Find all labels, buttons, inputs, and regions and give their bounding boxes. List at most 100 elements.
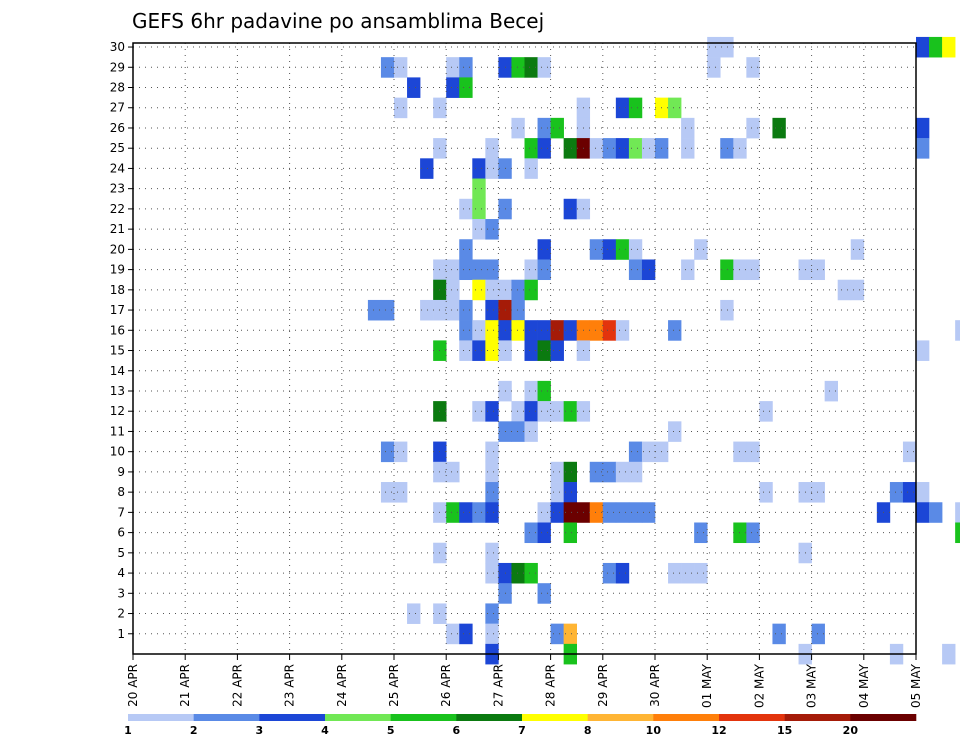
x-tick-label: 04 MAY bbox=[857, 663, 871, 708]
heatmap-cell bbox=[550, 340, 564, 361]
heatmap-cell bbox=[563, 138, 577, 159]
heatmap-cell bbox=[811, 259, 825, 281]
heatmap-cell bbox=[485, 461, 499, 483]
heatmap-cell bbox=[485, 542, 499, 564]
heatmap-cell bbox=[446, 502, 460, 523]
heatmap-cell bbox=[668, 320, 682, 341]
heatmap-cell bbox=[472, 219, 486, 240]
heatmap-cell bbox=[380, 57, 395, 78]
heatmap-cell bbox=[916, 138, 930, 159]
y-tick-label: 7 bbox=[117, 505, 125, 519]
heatmap-cell bbox=[746, 259, 760, 281]
heatmap-cell bbox=[485, 138, 499, 159]
heatmap-cell bbox=[446, 461, 460, 483]
heatmap-cell bbox=[459, 77, 473, 98]
heatmap-cell bbox=[485, 299, 499, 321]
heatmap-cell bbox=[615, 461, 630, 483]
heatmap-cell bbox=[394, 482, 408, 503]
heatmap-cell bbox=[628, 461, 643, 483]
heatmap-cell bbox=[824, 380, 838, 402]
plot-frame bbox=[132, 42, 917, 655]
y-tick-label: 20 bbox=[110, 242, 125, 256]
y-tick-label: 30 bbox=[110, 40, 125, 54]
heatmap-cell bbox=[459, 340, 473, 361]
legend-swatch bbox=[390, 714, 457, 721]
heatmap-cell bbox=[511, 57, 525, 78]
heatmap-cell bbox=[367, 299, 382, 321]
heatmap-cell bbox=[955, 320, 960, 341]
heatmap-cell bbox=[537, 380, 551, 402]
heatmap-cell bbox=[563, 198, 577, 220]
heatmap-cell bbox=[615, 138, 630, 159]
heatmap-cell bbox=[485, 603, 499, 624]
y-tick-label: 4 bbox=[117, 566, 125, 580]
heatmap-cell bbox=[537, 117, 551, 139]
y-tick-label: 12 bbox=[110, 404, 125, 418]
x-tick-label: 22 APR bbox=[230, 664, 244, 707]
x-tick-label: 25 APR bbox=[387, 664, 401, 707]
x-tick-label: 01 MAY bbox=[700, 663, 714, 708]
heatmap-cell bbox=[589, 138, 604, 159]
y-tick-label: 22 bbox=[110, 202, 125, 216]
y-tick-label: 1 bbox=[117, 627, 125, 641]
heatmap-cell bbox=[394, 97, 408, 119]
heatmap-cell bbox=[694, 522, 708, 544]
legend-label: 2 bbox=[190, 724, 198, 737]
heatmap-cell bbox=[902, 441, 917, 463]
heatmap-cell bbox=[694, 562, 708, 584]
heatmap-cell bbox=[929, 502, 943, 523]
legend-label: 3 bbox=[256, 724, 264, 737]
heatmap-cell bbox=[707, 57, 721, 78]
y-axis: 1234567891011121314151617181920212223242… bbox=[110, 40, 133, 641]
y-tick-label: 23 bbox=[110, 182, 125, 196]
heatmap-cell bbox=[759, 482, 773, 503]
heatmap-cell bbox=[628, 441, 643, 463]
heatmap-cell bbox=[889, 482, 904, 503]
heatmap-cell bbox=[641, 502, 656, 523]
heatmap-cell bbox=[707, 36, 721, 58]
legend-swatch bbox=[850, 714, 917, 721]
y-tick-label: 25 bbox=[110, 141, 125, 155]
heatmap-cell bbox=[602, 562, 617, 584]
heatmap-cell bbox=[681, 259, 695, 281]
heatmap-cell bbox=[420, 158, 434, 179]
heatmap-cell bbox=[916, 36, 930, 58]
y-tick-label: 10 bbox=[110, 445, 125, 459]
heatmap-cell bbox=[772, 117, 786, 139]
heatmap-cell bbox=[485, 401, 499, 422]
heatmap-cell bbox=[524, 340, 538, 361]
y-tick-label: 11 bbox=[110, 424, 125, 438]
heatmap-cell bbox=[615, 320, 630, 341]
heatmap-cell bbox=[563, 320, 577, 341]
heatmap-cell bbox=[472, 198, 486, 220]
y-tick-label: 17 bbox=[110, 303, 125, 317]
heatmap-cell bbox=[524, 138, 538, 159]
heatmap-cell bbox=[459, 623, 473, 645]
heatmap-cell bbox=[641, 441, 656, 463]
heatmap-cell bbox=[720, 36, 734, 58]
heatmap-cell bbox=[916, 502, 930, 523]
heatmap-cell bbox=[602, 138, 617, 159]
heatmap-cell bbox=[459, 299, 473, 321]
heatmap-cell bbox=[485, 562, 499, 584]
heatmap-cell bbox=[485, 259, 499, 281]
x-tick-label: 27 APR bbox=[491, 664, 505, 707]
heatmap-cell bbox=[628, 97, 643, 119]
heatmap-cell bbox=[537, 502, 551, 523]
color-legend: 1 2 3 4 5 6 7 8 10 12 15 20 bbox=[124, 714, 917, 737]
heatmap-cell bbox=[641, 259, 656, 281]
heatmap-cell bbox=[563, 401, 577, 422]
y-tick-label: 15 bbox=[110, 344, 125, 358]
heatmap-cell bbox=[511, 279, 525, 301]
heatmap-cell bbox=[942, 36, 956, 58]
heatmap-cell bbox=[537, 239, 551, 260]
legend-swatch bbox=[325, 714, 391, 721]
legend-swatch bbox=[193, 714, 260, 721]
y-tick-label: 27 bbox=[110, 101, 125, 115]
heatmap-cell bbox=[746, 117, 760, 139]
heatmap-cell bbox=[511, 299, 525, 321]
heatmap-cell bbox=[485, 320, 499, 341]
heatmap-cell bbox=[916, 482, 930, 503]
heatmap-cell bbox=[459, 198, 473, 220]
y-tick-label: 28 bbox=[110, 81, 125, 95]
